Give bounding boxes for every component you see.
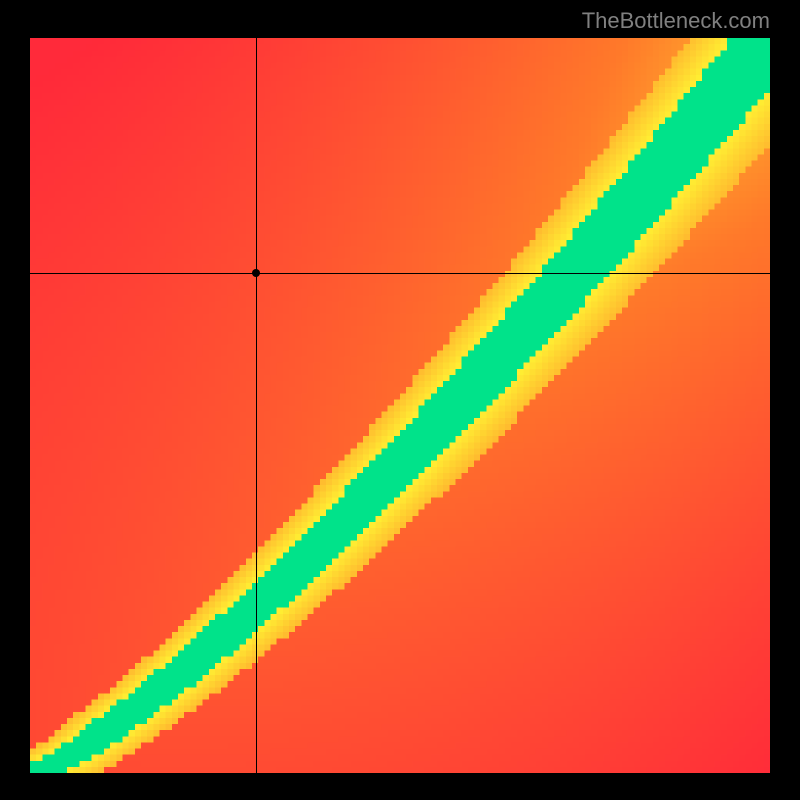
crosshair-vertical	[256, 38, 257, 773]
crosshair-horizontal	[30, 273, 770, 274]
watermark-text: TheBottleneck.com	[582, 8, 770, 34]
crosshair-marker	[252, 269, 260, 277]
heatmap-canvas	[30, 38, 770, 773]
heatmap-plot	[30, 38, 770, 773]
